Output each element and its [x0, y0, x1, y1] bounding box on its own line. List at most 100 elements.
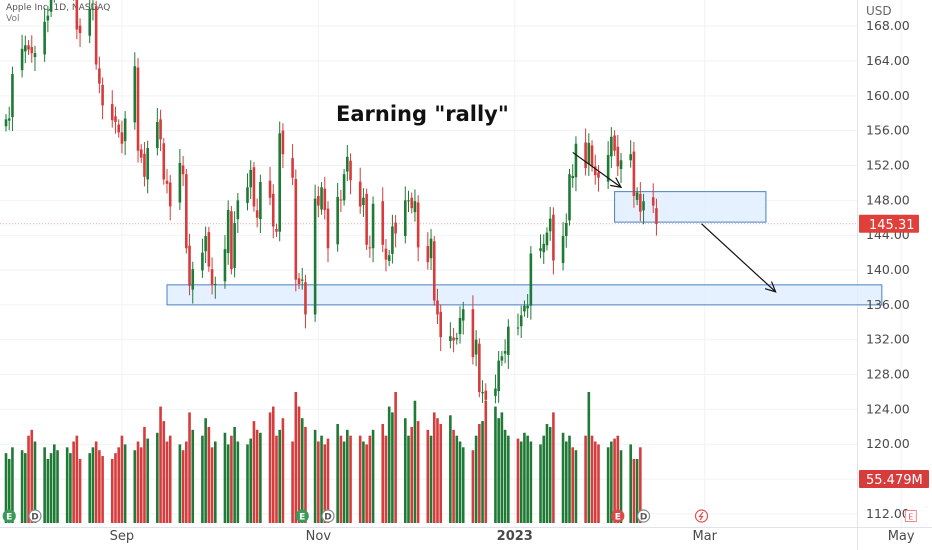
volume-bar — [268, 412, 272, 523]
candle-body — [136, 67, 140, 151]
candle-body — [168, 182, 172, 207]
volume-bar — [452, 429, 455, 523]
volume-bar — [304, 426, 307, 523]
volume-bar — [259, 432, 262, 523]
candle-body — [246, 187, 249, 203]
candle-body — [339, 199, 343, 201]
volume-bar — [458, 441, 462, 523]
volume-bar — [226, 444, 230, 523]
candle-body — [75, 0, 79, 30]
candle-body — [271, 193, 275, 227]
volume-bar — [368, 435, 372, 523]
candle-body — [146, 148, 149, 180]
volume-bar — [552, 412, 555, 523]
volume-bar — [162, 421, 166, 523]
volume-bar — [349, 435, 352, 523]
candle-body — [162, 143, 166, 180]
candle-body — [455, 337, 459, 340]
earnings-icon — [2, 509, 16, 523]
volume-bar — [143, 426, 146, 523]
candle-body — [497, 360, 500, 392]
volume-bar — [461, 447, 465, 523]
earnings-icon — [295, 509, 309, 523]
volume-bar — [455, 435, 459, 523]
candle-body — [120, 132, 124, 144]
candle-body — [278, 133, 281, 232]
candle-body — [507, 326, 510, 355]
volume-bar — [571, 447, 575, 523]
volume-bar — [65, 447, 69, 523]
candle-body — [358, 181, 362, 207]
candle-body — [384, 248, 388, 260]
volume-bar — [33, 441, 37, 523]
volume-bar — [413, 400, 417, 523]
price-tick-label: 120.00 — [866, 436, 910, 451]
candle-body — [123, 118, 127, 142]
volume-bar — [484, 400, 488, 523]
volume-bar — [159, 406, 162, 523]
candle-body — [236, 200, 240, 220]
volume-bar — [606, 447, 610, 523]
candle-body — [519, 315, 523, 327]
volume-bar — [590, 435, 594, 523]
annotation-arrow-head — [764, 281, 777, 293]
candle-body — [561, 236, 565, 264]
volume-bar — [481, 421, 484, 523]
earnings-icon — [611, 509, 625, 523]
candle-body — [494, 388, 497, 396]
candle-body — [46, 15, 50, 21]
split-icon-glyph — [698, 511, 704, 521]
volume-bar — [394, 392, 397, 523]
candle-body — [391, 226, 394, 254]
last-price-badge — [859, 214, 919, 233]
candle-body — [4, 119, 8, 127]
volume-bar — [191, 429, 195, 523]
price-axis: 168.00164.00160.00156.00152.00148.00144.… — [859, 18, 929, 521]
candle-body — [159, 119, 162, 140]
last-volume-badge — [859, 470, 929, 488]
candle-body — [78, 25, 82, 34]
candle-body — [619, 160, 623, 169]
volume-bar — [587, 392, 591, 523]
dividend-icon-glyph: D — [324, 513, 331, 523]
volume-bar — [11, 447, 14, 523]
volume-bar — [165, 441, 169, 523]
candle-body — [548, 218, 552, 232]
price-tick-label: 136.00 — [866, 297, 910, 312]
candle-body — [552, 214, 555, 261]
volume-bar — [365, 444, 368, 523]
volume-bar — [98, 450, 101, 523]
candle-body — [365, 193, 368, 245]
candle-body — [91, 8, 95, 10]
candle-body — [88, 8, 92, 36]
candle-body — [564, 222, 568, 237]
volume-bar — [4, 453, 8, 523]
volume-bar — [75, 435, 79, 523]
candle-body — [439, 311, 442, 338]
volume-bar — [146, 438, 149, 523]
volume-bar — [474, 435, 478, 523]
volume-bar — [526, 435, 529, 523]
candle-body — [526, 305, 529, 309]
volume-bar — [252, 421, 256, 523]
candle-body — [403, 200, 407, 237]
candle-body — [394, 222, 397, 234]
volume-bar — [56, 450, 59, 523]
volume-bar — [326, 438, 330, 523]
candle-body — [11, 74, 14, 118]
candle-body — [606, 155, 610, 182]
candle-body — [27, 45, 30, 50]
volume-bar — [426, 429, 430, 523]
volume-bar — [300, 418, 304, 523]
volume-bar — [371, 429, 375, 523]
candle-body — [294, 179, 298, 280]
volume-bar — [230, 435, 233, 523]
volume-bar — [449, 415, 452, 523]
volume-bar — [69, 453, 72, 523]
volume-bar — [391, 412, 394, 523]
candle-body — [629, 154, 632, 161]
volume-bar — [503, 429, 507, 523]
candle-body — [313, 198, 317, 315]
